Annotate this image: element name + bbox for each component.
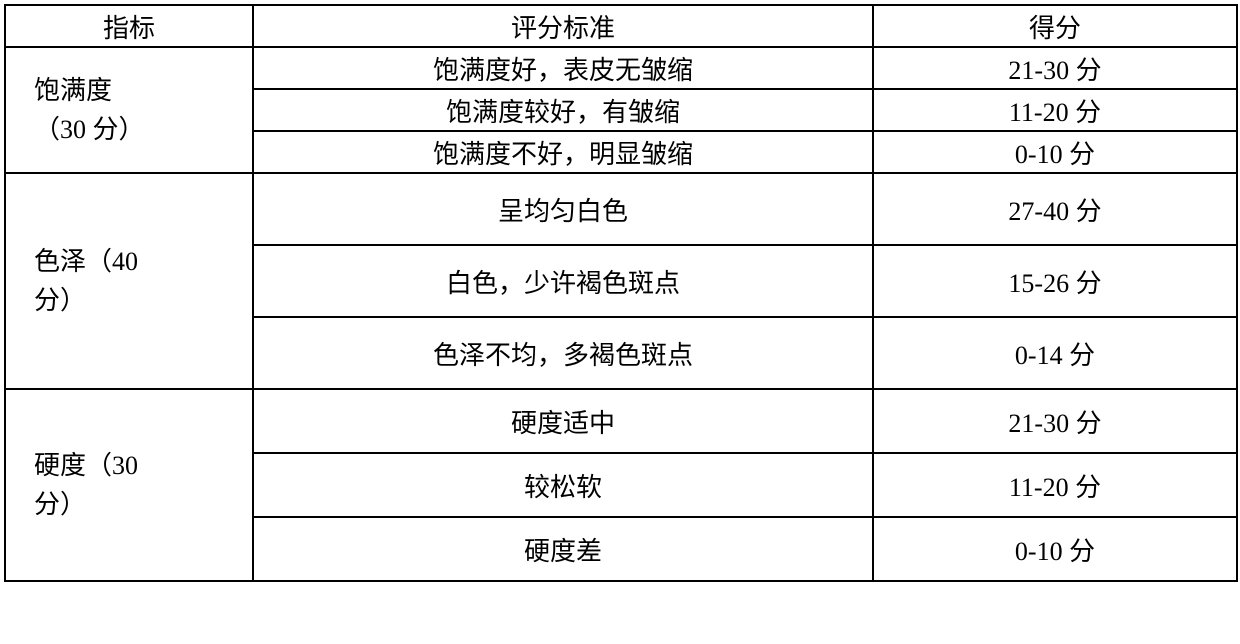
- score-cell: 0-10 分: [873, 131, 1237, 173]
- score-cell: 27-40 分: [873, 173, 1237, 245]
- metric-label: 色泽（40 分）: [5, 173, 253, 389]
- score-cell: 15-26 分: [873, 245, 1237, 317]
- criteria-cell: 饱满度较好，有皱缩: [253, 89, 873, 131]
- score-cell: 11-20 分: [873, 453, 1237, 517]
- metric-label-line2: 分）: [34, 286, 86, 315]
- table-row: 饱满度 （30 分） 饱满度好，表皮无皱缩 21-30 分: [5, 47, 1237, 89]
- metric-label-line2: 分）: [34, 490, 86, 519]
- metric-label: 饱满度 （30 分）: [5, 47, 253, 173]
- score-cell: 21-30 分: [873, 389, 1237, 453]
- header-score: 得分: [873, 5, 1237, 47]
- criteria-cell: 硬度差: [253, 517, 873, 581]
- metric-label: 硬度（30 分）: [5, 389, 253, 581]
- score-cell: 0-10 分: [873, 517, 1237, 581]
- metric-label-line1: 色泽（40: [34, 247, 138, 276]
- criteria-cell: 饱满度好，表皮无皱缩: [253, 47, 873, 89]
- criteria-cell: 白色，少许褐色斑点: [253, 245, 873, 317]
- score-cell: 21-30 分: [873, 47, 1237, 89]
- metric-label-line2: （30 分）: [34, 115, 145, 144]
- table-row: 色泽（40 分） 呈均匀白色 27-40 分: [5, 173, 1237, 245]
- header-metric: 指标: [5, 5, 253, 47]
- score-cell: 11-20 分: [873, 89, 1237, 131]
- header-criteria: 评分标准: [253, 5, 873, 47]
- criteria-cell: 硬度适中: [253, 389, 873, 453]
- scoring-table: 指标 评分标准 得分 饱满度 （30 分） 饱满度好，表皮无皱缩 21-30 分…: [4, 4, 1238, 582]
- metric-label-line1: 硬度（30: [34, 451, 138, 480]
- table-row: 硬度（30 分） 硬度适中 21-30 分: [5, 389, 1237, 453]
- metric-label-line1: 饱满度: [34, 76, 112, 105]
- criteria-cell: 较松软: [253, 453, 873, 517]
- criteria-cell: 色泽不均，多褐色斑点: [253, 317, 873, 389]
- criteria-cell: 饱满度不好，明显皱缩: [253, 131, 873, 173]
- score-cell: 0-14 分: [873, 317, 1237, 389]
- header-row: 指标 评分标准 得分: [5, 5, 1237, 47]
- criteria-cell: 呈均匀白色: [253, 173, 873, 245]
